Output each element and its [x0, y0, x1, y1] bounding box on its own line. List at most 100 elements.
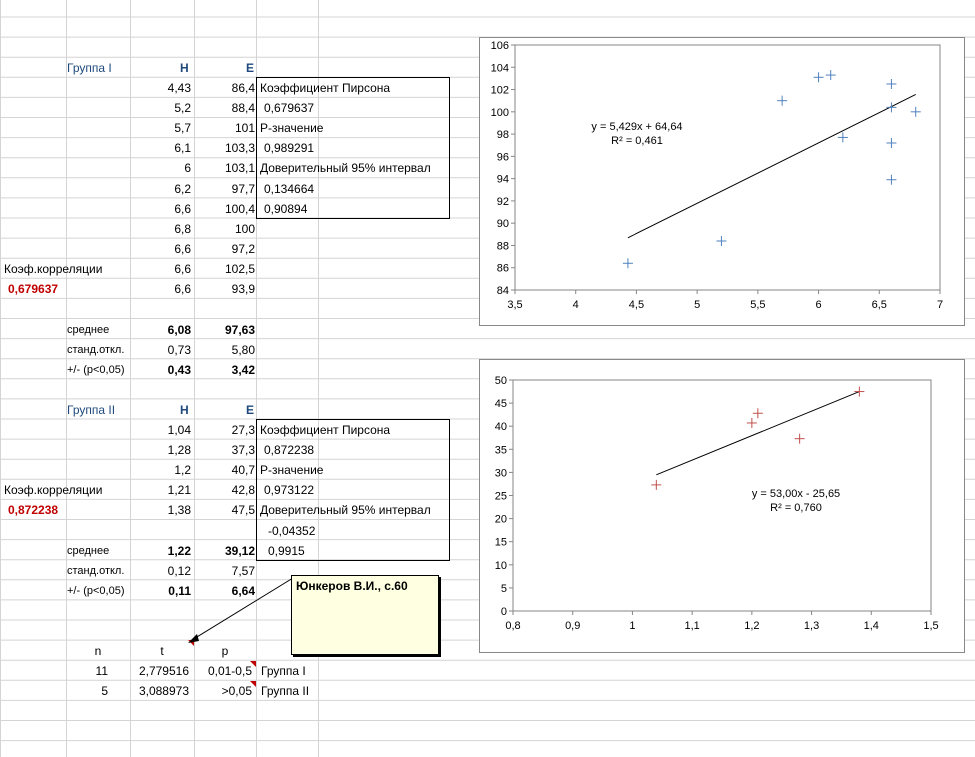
ttest-cell-t[interactable]: 2,779516	[138, 664, 189, 678]
group2-mean-label[interactable]: среднее	[67, 545, 110, 557]
ttest-header[interactable]: p	[221, 644, 229, 658]
group1-ci-label[interactable]: +/- (p<0,05)	[67, 364, 125, 376]
table-cell-h[interactable]: 6,1	[174, 141, 191, 156]
comment-indicator-t[interactable]	[188, 640, 194, 646]
group1-ci-e[interactable]: 3,42	[231, 363, 255, 377]
group1-corr-value[interactable]: 0,679637	[8, 282, 59, 296]
group2-title[interactable]: Группа II	[67, 403, 116, 417]
group2-mean-h[interactable]: 1,22	[167, 544, 191, 558]
stats-label[interactable]: Коэффициент Пирсона	[260, 81, 391, 95]
data-point[interactable]	[886, 102, 897, 113]
table-cell-e[interactable]: 47,5	[231, 503, 255, 518]
chart-group1[interactable]: 84 86 88 90 92 94 96 98 100 102 104 106 3,5 4 4,5 5 5,5 6…	[479, 37, 965, 326]
ttest-cell-n[interactable]: 11	[95, 664, 108, 678]
group1-mean-h[interactable]: 6,08	[167, 323, 191, 337]
stats-label[interactable]: P-значение	[260, 463, 324, 478]
data-point[interactable]	[813, 72, 824, 83]
table-cell-h[interactable]: 1,38	[167, 503, 191, 518]
ttest-cell-p[interactable]: 0,01-0,5	[207, 664, 252, 678]
table-cell-e[interactable]: 93,9	[231, 282, 255, 296]
stats-value[interactable]: 0,134664	[264, 181, 315, 196]
ttest-cell-group[interactable]: Группа II	[261, 684, 310, 699]
ttest-cell-t[interactable]: 3,088973	[138, 684, 189, 699]
table-cell-e[interactable]: 100,4	[224, 201, 255, 216]
stats-value[interactable]: 0,679637	[264, 101, 315, 116]
group2-mean-e[interactable]: 39,12	[224, 544, 255, 558]
group2-ci-h[interactable]: 0,11	[168, 584, 191, 598]
stats-value[interactable]: 0,872238	[264, 443, 315, 458]
stats-value[interactable]: 0,90894	[264, 201, 308, 216]
table-cell-h[interactable]: 6	[184, 161, 191, 176]
group1-header-e[interactable]: E	[246, 61, 255, 75]
ttest-cell-p[interactable]: >0,05	[221, 684, 252, 699]
data-point[interactable]	[746, 417, 757, 428]
table-cell-h[interactable]: 1,04	[167, 423, 191, 437]
group2-sd-h[interactable]: 0,12	[167, 564, 191, 578]
ttest-header[interactable]: n	[94, 644, 102, 658]
table-cell-h[interactable]: 5,2	[174, 101, 191, 116]
data-point[interactable]	[622, 258, 633, 269]
data-point[interactable]	[651, 479, 662, 490]
table-cell-h[interactable]: 1,21	[167, 483, 191, 498]
stats-value[interactable]: 0,973122	[264, 483, 315, 498]
table-cell-h[interactable]: 5,7	[174, 121, 191, 136]
table-cell-e[interactable]: 103,3	[224, 141, 255, 156]
group1-corr-label[interactable]: Коэф.корреляции	[4, 262, 103, 276]
table-cell-h[interactable]: 6,6	[174, 282, 191, 296]
group1-sd-h[interactable]: 0,73	[167, 343, 191, 357]
group1-ci-h[interactable]: 0,43	[167, 363, 191, 377]
chart-group2[interactable]: 0 5 10 15 20 25 30 35 40 45 50 0,8 0,9 1 1,1 1,2 1,3 1,4 1…	[479, 359, 965, 653]
data-point[interactable]	[886, 138, 897, 148]
table-cell-e[interactable]: 97,7	[231, 181, 255, 196]
stats-value[interactable]: 0,9915	[268, 543, 305, 558]
group2-ci-e[interactable]: 6,64	[231, 584, 255, 598]
group2-header-h[interactable]: H	[180, 403, 189, 417]
group2-sd-e[interactable]: 7,57	[231, 564, 255, 578]
ttest-header[interactable]: t	[160, 644, 164, 658]
group2-corr-label[interactable]: Коэф.корреляции	[4, 483, 103, 497]
table-cell-e[interactable]: 100	[234, 221, 255, 236]
data-point[interactable]	[886, 174, 897, 185]
table-cell-e[interactable]: 40,7	[231, 463, 255, 478]
comment-indicator-p2[interactable]	[250, 681, 256, 687]
group1-sd-e[interactable]: 5,80	[231, 343, 255, 357]
data-point[interactable]	[854, 386, 865, 397]
data-point[interactable]	[716, 236, 727, 246]
group1-header-h[interactable]: H	[180, 61, 189, 75]
table-cell-h[interactable]: 6,6	[174, 241, 191, 256]
table-cell-e[interactable]: 37,3	[231, 443, 255, 458]
table-cell-e[interactable]: 42,8	[231, 483, 255, 498]
table-cell-e[interactable]: 27,3	[231, 423, 255, 437]
group2-ci-label[interactable]: +/- (p<0,05)	[67, 585, 125, 597]
stats-label[interactable]: Коэффициент Пирсона	[260, 423, 391, 437]
data-point[interactable]	[886, 78, 897, 89]
group1-title[interactable]: Группа I	[67, 61, 112, 75]
table-cell-h[interactable]: 6,2	[174, 181, 191, 196]
table-cell-h[interactable]: 6,6	[174, 261, 191, 276]
table-cell-h[interactable]: 4,43	[167, 81, 191, 95]
table-cell-h[interactable]: 1,28	[167, 443, 191, 458]
table-cell-h[interactable]: 1,2	[174, 463, 191, 478]
table-cell-e[interactable]: 101	[234, 121, 255, 136]
ttest-cell-n[interactable]: 5	[101, 684, 108, 699]
stats-label[interactable]: Доверительный 95% интервал	[260, 503, 431, 518]
comment-indicator-p1[interactable]	[250, 661, 256, 667]
cell-comment[interactable]: Юнкеров В.И., с.60	[291, 575, 439, 655]
group2-sd-label[interactable]: станд.откл.	[67, 565, 125, 577]
stats-label[interactable]: Доверительный 95% интервал	[260, 161, 431, 176]
data-point[interactable]	[825, 70, 836, 81]
table-cell-e[interactable]: 88,4	[231, 101, 255, 116]
data-point[interactable]	[837, 132, 848, 143]
group2-corr-value[interactable]: 0,872238	[8, 503, 59, 517]
group2-header-e[interactable]: E	[246, 403, 255, 417]
table-cell-e[interactable]: 97,2	[231, 241, 255, 256]
group1-mean-e[interactable]: 97,63	[224, 323, 255, 337]
stats-label[interactable]: P-значение	[260, 121, 324, 136]
table-cell-e[interactable]: 103,1	[224, 161, 255, 176]
table-cell-h[interactable]: 6,8	[174, 221, 191, 236]
table-cell-h[interactable]: 6,6	[174, 201, 191, 216]
data-point[interactable]	[910, 106, 921, 117]
stats-value[interactable]: 0,989291	[264, 141, 315, 156]
stats-value[interactable]: -0,04352	[268, 523, 316, 538]
group1-mean-label[interactable]: среднее	[67, 324, 110, 336]
